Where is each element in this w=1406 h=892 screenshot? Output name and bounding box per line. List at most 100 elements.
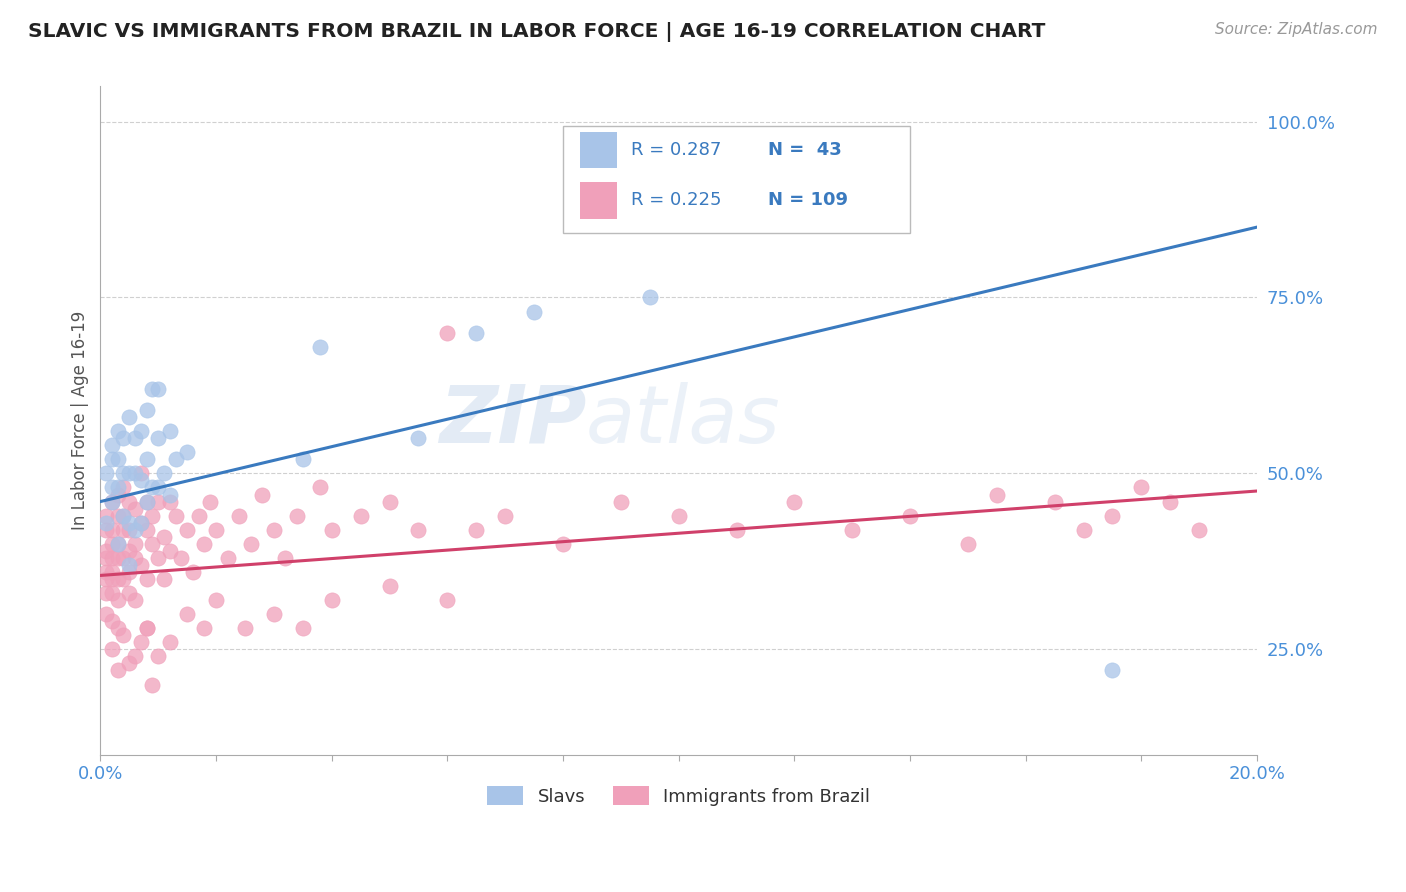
Point [112,481,135,495]
Point [107,593,129,607]
Point [165,452,187,467]
Point [274,550,297,565]
Point [94,565,117,579]
Point [1043,494,1066,508]
Point [94,523,117,537]
Text: R = 0.287: R = 0.287 [631,141,721,159]
Point [107,664,129,678]
Point [159,487,181,501]
Point [436,593,458,607]
Point [551,537,574,551]
Point [141,481,163,495]
Point [309,481,332,495]
Point [94,550,117,565]
Point [465,326,488,340]
Y-axis label: In Labor Force | Age 16-19: In Labor Force | Age 16-19 [72,311,89,530]
Point [118,544,141,558]
Point [176,523,198,537]
Point [159,635,181,649]
Point [200,494,222,508]
Point [494,508,516,523]
Point [153,530,176,544]
Point [112,550,135,565]
Point [107,537,129,551]
Point [94,572,117,586]
Point [135,621,157,635]
Point [148,382,170,396]
Point [610,494,633,508]
Point [94,607,117,622]
Point [321,523,343,537]
Point [112,508,135,523]
Point [159,494,181,508]
Point [228,508,250,523]
Point [94,467,117,481]
Point [239,537,262,551]
Point [107,481,129,495]
Point [94,586,117,600]
Point [118,586,141,600]
Point [124,593,146,607]
Point [107,572,129,586]
Legend: Slavs, Immigrants from Brazil: Slavs, Immigrants from Brazil [479,779,877,813]
Point [291,452,314,467]
FancyBboxPatch shape [562,127,910,234]
Point [349,508,371,523]
Point [118,516,141,530]
Point [107,621,129,635]
Point [124,467,146,481]
Point [101,438,124,452]
Point [153,572,176,586]
Point [252,487,274,501]
Point [148,649,170,664]
Point [135,523,157,537]
Point [107,452,129,467]
Point [1130,481,1153,495]
Point [285,508,308,523]
Text: N = 109: N = 109 [768,191,848,209]
Point [159,424,181,438]
Point [638,290,661,304]
Point [291,621,314,635]
Text: Source: ZipAtlas.com: Source: ZipAtlas.com [1215,22,1378,37]
Point [94,516,117,530]
Point [118,657,141,671]
Point [176,607,198,622]
Point [1159,494,1181,508]
Text: R = 0.225: R = 0.225 [631,191,721,209]
FancyBboxPatch shape [581,182,617,219]
Point [101,550,124,565]
Point [1101,664,1123,678]
Point [233,621,256,635]
Point [112,467,135,481]
Point [436,326,458,340]
Point [129,635,152,649]
Point [263,523,285,537]
Point [205,593,228,607]
Point [408,523,430,537]
Point [148,481,170,495]
Text: atlas: atlas [586,382,780,459]
Point [523,304,546,318]
Point [129,467,152,481]
Point [101,537,124,551]
Point [378,579,401,593]
Point [129,558,152,572]
Point [170,550,193,565]
Point [118,494,141,508]
Point [135,403,157,417]
Point [141,537,163,551]
Point [124,523,146,537]
Point [148,431,170,445]
Point [181,565,204,579]
Point [135,494,157,508]
Point [118,467,141,481]
Point [112,508,135,523]
Text: N =  43: N = 43 [768,141,842,159]
Point [118,410,141,425]
Point [101,452,124,467]
Point [153,467,176,481]
Text: ZIP: ZIP [439,382,586,459]
Point [135,452,157,467]
Point [986,487,1008,501]
